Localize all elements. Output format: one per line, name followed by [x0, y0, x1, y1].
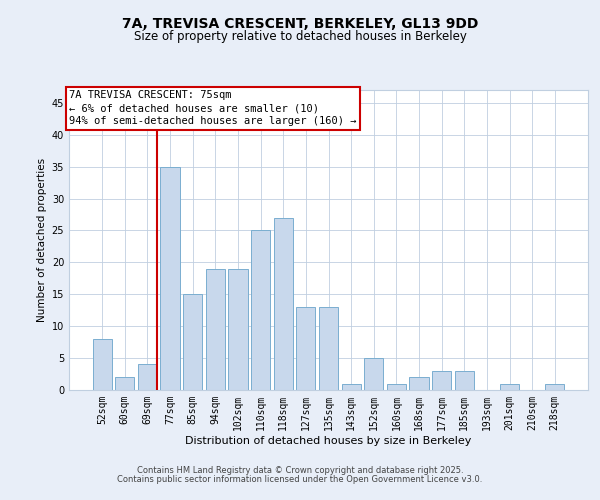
Text: Size of property relative to detached houses in Berkeley: Size of property relative to detached ho… — [134, 30, 466, 43]
Bar — [274, 218, 293, 390]
Bar — [92, 339, 112, 390]
Bar — [296, 307, 316, 390]
Bar — [160, 166, 180, 390]
Text: 7A TREVISA CRESCENT: 75sqm
← 6% of detached houses are smaller (10)
94% of semi-: 7A TREVISA CRESCENT: 75sqm ← 6% of detac… — [69, 90, 356, 126]
Bar — [251, 230, 270, 390]
Bar — [545, 384, 565, 390]
Bar — [364, 358, 383, 390]
Text: Contains HM Land Registry data © Crown copyright and database right 2025.: Contains HM Land Registry data © Crown c… — [137, 466, 463, 475]
Y-axis label: Number of detached properties: Number of detached properties — [37, 158, 47, 322]
Bar — [319, 307, 338, 390]
Bar — [500, 384, 519, 390]
Bar — [455, 371, 474, 390]
Text: Contains public sector information licensed under the Open Government Licence v3: Contains public sector information licen… — [118, 475, 482, 484]
Bar — [387, 384, 406, 390]
Bar — [341, 384, 361, 390]
Bar — [206, 268, 225, 390]
Bar — [409, 377, 428, 390]
Bar — [229, 268, 248, 390]
Bar — [138, 364, 157, 390]
Text: 7A, TREVISA CRESCENT, BERKELEY, GL13 9DD: 7A, TREVISA CRESCENT, BERKELEY, GL13 9DD — [122, 18, 478, 32]
Bar — [183, 294, 202, 390]
Bar — [115, 377, 134, 390]
Bar — [432, 371, 451, 390]
X-axis label: Distribution of detached houses by size in Berkeley: Distribution of detached houses by size … — [185, 436, 472, 446]
